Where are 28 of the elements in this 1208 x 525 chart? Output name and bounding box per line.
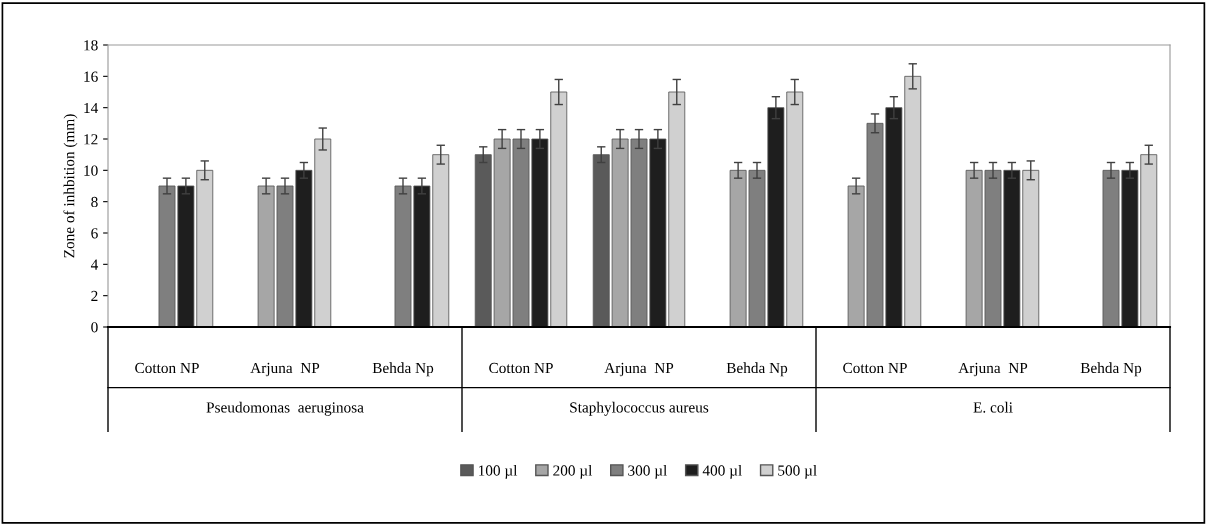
y-tick-label: 18 [84, 40, 98, 51]
legend-label: 100 µl [479, 464, 518, 479]
x-tick-label: Behda Np [372, 362, 434, 377]
x-tick-label: Arjuna NP [250, 362, 320, 377]
y-tick-label: 0 [91, 322, 98, 333]
legend-label: 200 µl [553, 464, 593, 479]
y-tick-label: 16 [84, 71, 98, 82]
x-tick-label: Arjuna NP [604, 362, 674, 377]
x-tick-label: Behda Np [1080, 362, 1142, 377]
legend-label: 300 µl [628, 464, 667, 479]
y-tick-label: 12 [84, 134, 98, 145]
y-axis-title: Zone of inhbition (mm) [63, 114, 78, 258]
legend-label: 500 µl [778, 464, 817, 479]
y-tick-label: 10 [84, 165, 98, 176]
y-tick-label: 2 [91, 290, 98, 301]
y-tick-label: 8 [91, 196, 98, 208]
text: Pseudomonas aeruginosa [206, 401, 364, 416]
text: Staphylococcus aureus [570, 401, 709, 416]
y-tick-label: 4 [90, 259, 99, 270]
x-tick-label: Cotton NP [135, 362, 199, 374]
y-tick-label: 14 [84, 102, 99, 113]
y-tick-label: 6 [91, 228, 98, 239]
text: E. coli [973, 401, 1013, 413]
x-tick-label: Arjuna NP [958, 362, 1028, 377]
x-tick-label: Cotton NP [843, 362, 907, 374]
x-tick-label: Cotton NP [489, 362, 553, 374]
x-tick-label: Behda Np [726, 362, 788, 377]
legend-label: 400 µl [702, 464, 742, 479]
